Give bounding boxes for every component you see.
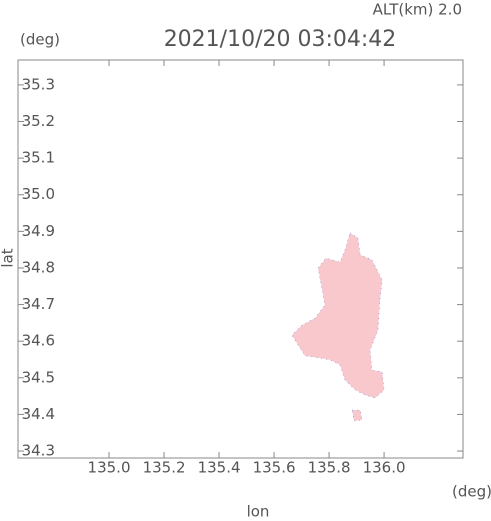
y-tick-label: 34.6: [22, 332, 55, 350]
plot-frame: [17, 59, 464, 459]
y-tick-label: 35.1: [22, 149, 55, 167]
y-tick-label: 35.2: [22, 112, 55, 130]
y-tick-label: 34.7: [22, 295, 55, 313]
chart-title: 2021/10/20 03:04:42: [164, 27, 397, 52]
x-tick-label: 135.8: [308, 459, 351, 477]
y-tick-label: 34.4: [22, 405, 55, 423]
x-tick-label: 135.6: [253, 459, 296, 477]
altitude-label: ALT(km) 2.0: [373, 1, 462, 19]
x-tick-label: 136.0: [363, 459, 406, 477]
x-tick-label: 135.0: [88, 459, 131, 477]
y-tick-label: 34.3: [22, 442, 55, 460]
y-tick-label: 35.3: [22, 75, 55, 93]
x-tick-label: 135.2: [143, 459, 186, 477]
y-tick-label: 34.5: [22, 368, 55, 386]
x-axis-label: lon: [247, 503, 270, 521]
echo-region: [291, 232, 385, 399]
y-tick-label: 34.8: [22, 258, 55, 276]
echo-region: [351, 409, 363, 422]
x-tick-label: 135.4: [198, 459, 241, 477]
y-unit: (deg): [20, 31, 60, 49]
y-tick-label: 34.9: [22, 222, 55, 240]
x-unit: (deg): [452, 483, 491, 501]
y-tick-label: 35.0: [22, 185, 55, 203]
y-axis-label: lat: [0, 248, 17, 267]
